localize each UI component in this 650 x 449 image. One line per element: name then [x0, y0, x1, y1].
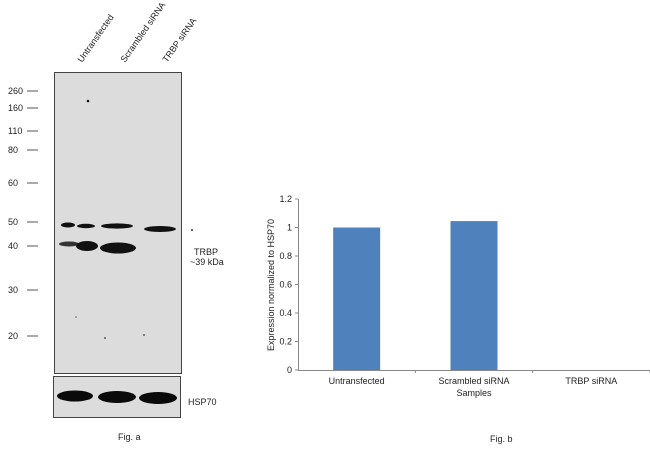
band [59, 241, 79, 247]
marker-label: 30 [8, 285, 18, 295]
target-label: TRBP [194, 247, 218, 257]
band [139, 392, 177, 404]
lane-labels: Untransfected Scrambled siRNA TRBP siRNA [75, 0, 198, 64]
lane-label-scrambled: Scrambled siRNA [118, 0, 167, 64]
marker-label: 60 [8, 178, 18, 188]
blot-panel-trbp [54, 72, 182, 374]
western-blot: Untransfected Scrambled siRNA TRBP siRNA… [8, 0, 224, 442]
lane-label-untransfected: Untransfected [75, 13, 115, 65]
dust-spot [104, 337, 106, 339]
band [101, 223, 133, 229]
marker-label: 40 [8, 241, 18, 251]
x-axis-label: Samples [456, 388, 492, 398]
marker-label: 50 [8, 217, 18, 227]
dust-spot [86, 99, 90, 103]
bar-1 [450, 221, 498, 370]
x-tick-label: Untransfected [329, 376, 385, 386]
fig-a-caption: Fig. a [118, 432, 141, 442]
bar-chart: 0 0.2 0.4 0.6 0.8 1 1.2 Untransfected Scrambled… [266, 194, 650, 398]
lane-label-trbp-sirna: TRBP siRNA [160, 16, 198, 64]
marker-ladder: 260 160 110 80 60 50 40 30 20 [8, 86, 38, 341]
marker-label: 20 [8, 331, 18, 341]
bar-0 [333, 227, 381, 370]
dust-spot [143, 334, 145, 336]
trbp-bands [59, 99, 193, 339]
hsp70-bands [57, 390, 177, 404]
y-axis-label: Expression normalized to HSP70 [266, 219, 276, 351]
marker-label: 110 [8, 126, 22, 136]
y-ticks: 0 0.2 0.4 0.6 0.8 1 1.2 [279, 194, 298, 375]
marker-label: 260 [8, 86, 23, 96]
band [61, 222, 75, 228]
x-ticks: Untransfected Scrambled siRNA TRBP siRNA [329, 370, 650, 386]
y-tick-label: 1.2 [279, 194, 292, 204]
y-tick-label: 0.8 [279, 251, 292, 261]
x-tick-label: Scrambled siRNA [438, 376, 509, 386]
band [100, 242, 136, 254]
band [57, 390, 93, 402]
band [76, 241, 98, 251]
y-tick-label: 0.6 [279, 280, 292, 290]
fig-b-caption: Fig. b [490, 434, 513, 444]
y-tick-label: 1 [287, 223, 292, 233]
dust-spot [191, 229, 193, 231]
band [98, 391, 136, 403]
y-tick-label: 0.2 [279, 337, 292, 347]
y-tick-label: 0 [287, 365, 292, 375]
marker-label: 160 [8, 103, 23, 113]
band [144, 226, 176, 232]
y-tick-label: 0.4 [279, 308, 292, 318]
target-size: ~39 kDa [190, 257, 224, 267]
dust-spot [75, 316, 77, 318]
bars [333, 221, 498, 370]
band [77, 223, 95, 229]
marker-label: 80 [8, 145, 18, 155]
x-tick-label: TRBP siRNA [565, 376, 617, 386]
loading-control-label: HSP70 [188, 397, 217, 407]
